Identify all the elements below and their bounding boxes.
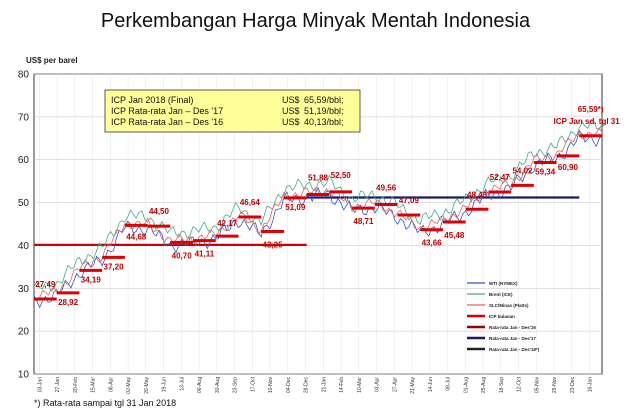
y-tick-label: 70 [18, 112, 30, 123]
x-tick-label: 18-Sep [499, 377, 505, 393]
y-tick-label: 80 [18, 70, 30, 81]
icp-value-label: 46,64 [240, 198, 261, 207]
x-tick-label: 23-Dec [570, 377, 576, 394]
info-box-unit: US$ [282, 106, 300, 116]
y-tick-label: 40 [18, 241, 30, 252]
x-tick-label: 14-Jun [428, 377, 434, 393]
x-tick-label: 26-May [144, 377, 150, 394]
legend-label: ICP bulanan [489, 314, 515, 319]
icp-value-label: 44,68 [126, 232, 147, 241]
x-tick-label: 06-Aug [197, 377, 203, 393]
info-box-unit: US$ [282, 117, 300, 127]
icp-value-label: 51,09 [285, 203, 306, 212]
x-tick-label: 15-Mar [91, 377, 97, 393]
x-tick-label: 08-Apr [108, 377, 114, 392]
info-box-label: ICP Jan 2018 (Final) [111, 95, 193, 105]
icp-value-label: 27,49 [35, 280, 56, 289]
x-tick-label: 13-Jul [179, 377, 185, 391]
icp-value-label: 52,47 [490, 173, 511, 182]
legend-label: Rata-rata Jan - Des'18*) [489, 347, 540, 352]
x-tick-label: 27-Apr [392, 377, 398, 392]
icp-value-label: 65,59*) [578, 105, 604, 114]
info-box-unit: US$ [282, 95, 300, 105]
icp-value-label: 47,09 [399, 196, 420, 205]
legend-label: SLC/Minas (Platts) [489, 303, 529, 308]
x-tick-label: 29-Nov [552, 377, 558, 394]
series-wti [33, 129, 603, 309]
info-box-label: ICP Rata-rata Jan – Des '17 [111, 106, 223, 116]
icp-value-label: 54,02 [512, 166, 533, 175]
x-tick-label: 21-May [410, 377, 416, 394]
y-tick-label: 50 [18, 198, 30, 209]
y-tick-label: 60 [18, 155, 30, 166]
x-tick-label: 25-Aug [481, 377, 487, 393]
icp-value-label: 59,34 [535, 168, 556, 177]
x-tick-label: 23-Sep [233, 377, 239, 393]
icp-value-label: 41,11 [195, 250, 215, 259]
x-tick-label: 14-Feb [339, 377, 345, 393]
x-tick-label: 12-Oct [517, 376, 523, 392]
x-tick-label: 16-Jan [588, 377, 594, 393]
icp-value-label: 40,70 [172, 251, 193, 260]
icp-value-label: 49,56 [376, 183, 397, 192]
y-tick-label: 30 [18, 284, 30, 295]
series-brent [33, 119, 603, 292]
x-tick-label: 20-Feb [73, 377, 79, 393]
legend-label: Rata-rata Jan - Des'17 [489, 336, 536, 341]
x-tick-label: 19-Jun [162, 377, 168, 393]
info-box-value: 65,59/bbl; [304, 95, 344, 105]
icp-value-label: 43,25 [263, 241, 284, 250]
legend-label: Rata-rata Jan - Des'16 [489, 325, 536, 330]
icp-value-label: 28,92 [58, 298, 79, 307]
info-box-value: 40,13/bbl; [304, 117, 344, 127]
icp-value-label: 51,88 [308, 174, 329, 183]
legend-label: Brent (ICE) [489, 292, 513, 297]
icp-value-label: 44,50 [149, 207, 170, 216]
x-tick-label: 10-Mar [357, 377, 363, 393]
info-box-value: 51,19/bbl; [304, 106, 344, 116]
y-axis-label: US$ per barel [26, 56, 78, 65]
y-tick-label: 10 [18, 370, 30, 381]
x-tick-label: 21-Jan [321, 377, 327, 393]
x-tick-label: 10-Nov [268, 377, 274, 394]
plot-area: 10 20 30 40 50 60 70 80 03-Jan 27-Jan 20-Feb 15-Mar… [18, 70, 620, 394]
icp-value-label: 60,90 [558, 163, 579, 172]
x-tick-label: 03-Apr [375, 377, 381, 392]
icp-annotation: ICP Jan sd. tgl 31 [554, 117, 621, 126]
icp-value-label: 48,43 [467, 190, 488, 199]
x-tick-label: 01-Aug [463, 377, 469, 393]
x-tick-label: 04-Dec [286, 377, 292, 394]
chart-title: Perkembangan Harga Minyak Mentah Indones… [100, 10, 531, 32]
footnote: *) Rata-rata sampai tgl 31 Jan 2018 [34, 398, 177, 408]
info-box-label: ICP Rata-rata Jan – Des '16 [111, 117, 223, 127]
info-box [104, 89, 361, 133]
icp-value-label: 48,71 [353, 217, 374, 226]
legend-label: WTI (NYMEX) [489, 281, 518, 286]
x-tick-label: 28-Dec [304, 377, 310, 394]
x-tick-label: 27-Jan [55, 377, 61, 393]
y-tick-label: 20 [18, 327, 30, 338]
icp-value-label: 52,50 [331, 171, 352, 180]
x-tick-label: 08-Jul [446, 377, 452, 391]
x-tick-label: 30-Aug [215, 377, 221, 393]
icp-value-label: 37,20 [104, 262, 125, 271]
icp-value-label: 45,48 [444, 231, 465, 240]
icp-value-label: 34,19 [81, 275, 102, 284]
x-tick-label: 03-Jan [37, 377, 43, 393]
x-tick-label: 17-Oct [250, 376, 256, 392]
icp-value-label: 42,17 [217, 219, 238, 228]
icp-value-label: 43,66 [422, 239, 443, 248]
x-tick-label: 05-Nov [534, 377, 540, 394]
x-tick-label: 02-May [126, 377, 132, 394]
